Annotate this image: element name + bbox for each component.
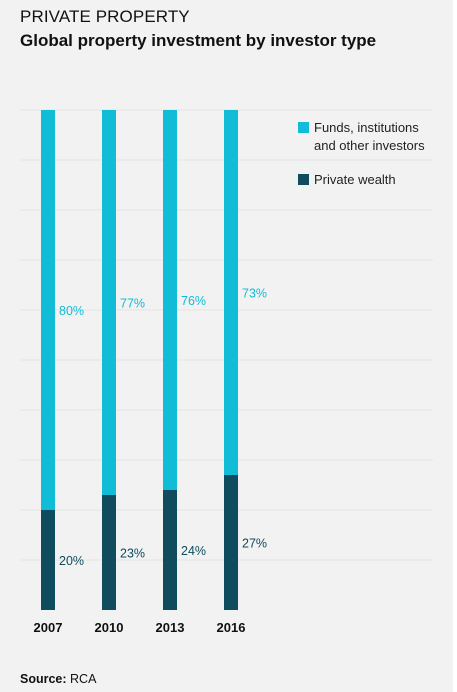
data-label-funds: 80% [59,304,84,318]
data-label-funds: 77% [120,297,145,311]
data-label-private-wealth: 24% [181,544,206,558]
bar-segment-funds [224,110,238,475]
x-axis-tick-label: 2010 [95,620,124,635]
bar-segment-private-wealth [102,495,116,610]
chart-title: Global property investment by investor t… [20,31,377,50]
source-note: Source: RCA [20,672,96,686]
bar-segment-funds [163,110,177,490]
bar-segment-private-wealth [224,475,238,610]
data-label-funds: 76% [181,294,206,308]
legend-label: Private wealth [314,172,396,187]
legend-swatch [298,174,309,185]
legend-label: and other investors [314,138,425,153]
legend-swatch [298,122,309,133]
data-label-private-wealth: 23% [120,547,145,561]
x-axis-tick-label: 2013 [156,620,185,635]
data-label-private-wealth: 20% [59,554,84,568]
data-label-funds: 73% [242,287,267,301]
bar-segment-private-wealth [41,510,55,610]
chart-kicker: PRIVATE PROPERTY [20,7,190,26]
data-label-private-wealth: 27% [242,537,267,551]
source-label: Source: [20,672,67,686]
bar-segment-funds [41,110,55,510]
source-value: RCA [70,672,97,686]
legend-label: Funds, institutions [314,120,419,135]
bar-segment-private-wealth [163,490,177,610]
x-axis-tick-label: 2016 [217,620,246,635]
bar-segment-funds [102,110,116,495]
x-axis-tick-label: 2007 [34,620,63,635]
stacked-bar-chart: 80% 20% 2007 77% 23% 2010 76% 24% 2013 73% 27% 2016… [20,109,433,635]
